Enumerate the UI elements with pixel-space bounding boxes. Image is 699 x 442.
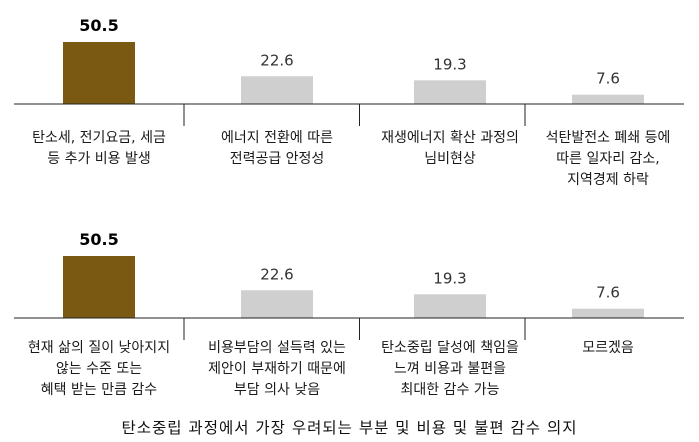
category-label-2-1-line-3: 혜택 받는 만큼 감수 <box>41 382 158 398</box>
category-label-2-3-line-1: 탄소중립 달성에 책임을 <box>381 340 519 356</box>
category-label-1-1-line-2: 등 추가 비용 발생 <box>47 151 151 167</box>
chart-panel-1: 50.5 탄소세, 전기요금, 세금등 추가 비용 발생 22.6 에너지 전환에 따… <box>14 16 684 188</box>
category-label-2-1-line-1: 현재 삶의 질이 낮아지지 <box>28 340 170 356</box>
category-label-1-4-line-3: 지역경제 하락 <box>567 172 649 188</box>
value-label-2-1: 50.5 <box>79 230 118 249</box>
bar-1-1 <box>63 42 135 104</box>
value-label-1-2: 22.6 <box>260 51 293 69</box>
value-label-1-1: 50.5 <box>79 16 118 35</box>
value-label-2-2: 22.6 <box>260 265 293 283</box>
category-label-2-4-line-1: 모르겠음 <box>582 340 634 356</box>
bar-1-3 <box>414 80 486 104</box>
value-label-2-4: 7.6 <box>596 284 620 302</box>
category-label-1-4-line-2: 따른 일자리 감소, <box>556 151 660 167</box>
bar-2-1 <box>63 256 135 318</box>
value-label-1-3: 19.3 <box>433 55 466 73</box>
category-label-2-3-line-2: 느껴 비용과 불편을 <box>394 361 506 377</box>
value-label-1-4: 7.6 <box>596 70 620 88</box>
bar-2-3 <box>414 294 486 318</box>
bar-1-4 <box>572 94 644 104</box>
category-label-1-3-line-1: 재생에너지 확산 과정의 <box>381 130 519 146</box>
category-label-2-2-line-3: 부담 의사 낮음 <box>234 382 320 398</box>
category-label-1-4-line-1: 석탄발전소 폐쇄 등에 <box>546 130 671 146</box>
category-label-1-3-line-2: 님비현상 <box>424 151 476 167</box>
category-label-2-2-line-1: 비용부담의 설득력 있는 <box>208 340 346 356</box>
value-label-2-3: 19.3 <box>433 269 466 287</box>
category-label-1-2-line-2: 전력공급 안정성 <box>230 151 325 167</box>
category-label-1-1-line-1: 탄소세, 전기요금, 세금 <box>32 130 166 146</box>
bar-2-4 <box>572 308 644 318</box>
bar-2-2 <box>241 290 313 318</box>
category-label-2-1-line-2: 않는 수준 또는 <box>56 361 142 377</box>
category-label-2-3-line-3: 최대한 감수 가능 <box>400 382 499 398</box>
category-label-2-2-line-2: 제안이 부재하기 때문에 <box>208 361 346 377</box>
chart-caption: 탄소중립 과정에서 가장 우려되는 부분 및 비용 및 불편 감수 의지 <box>121 419 578 437</box>
bar-1-2 <box>241 76 313 104</box>
category-label-1-2-line-1: 에너지 전환에 따른 <box>221 130 333 146</box>
